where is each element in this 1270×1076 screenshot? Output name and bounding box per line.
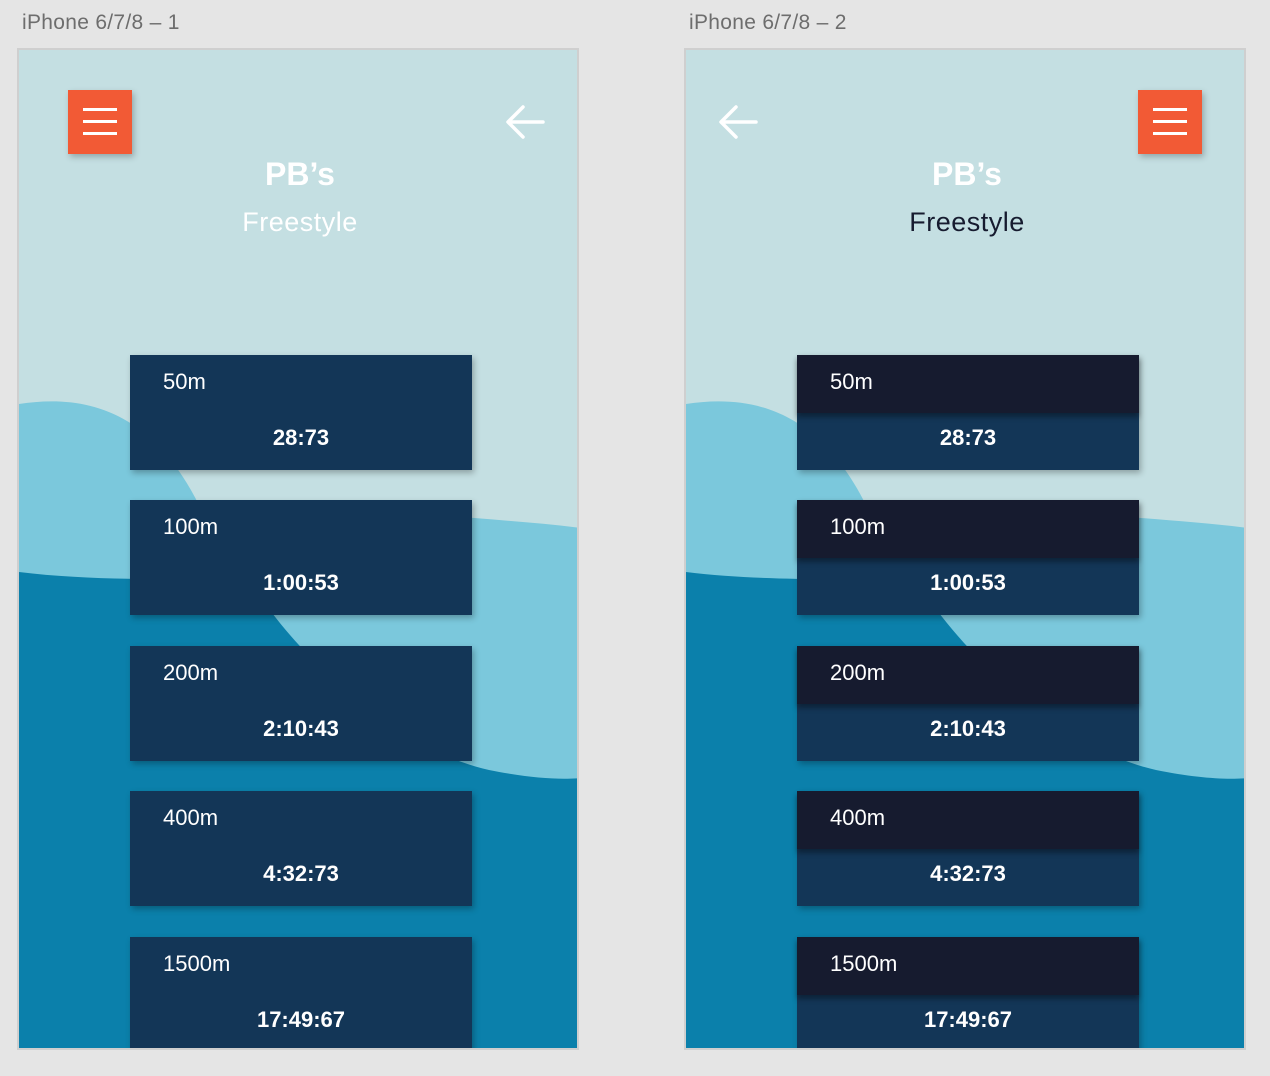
arrow-left-icon bbox=[719, 105, 758, 139]
record-distance: 200m bbox=[797, 646, 1139, 704]
artboard-label: iPhone 6/7/8 – 1 bbox=[22, 11, 180, 34]
record-distance: 50m bbox=[797, 355, 1139, 413]
page-subtitle: Freestyle bbox=[242, 207, 358, 237]
record-card-200m[interactable]: 200m 2:10:43 bbox=[130, 646, 472, 761]
record-distance: 400m bbox=[163, 805, 219, 830]
record-card-50m[interactable]: 50m 28:73 bbox=[130, 355, 472, 470]
record-distance: 1500m bbox=[163, 951, 231, 976]
record-time: 1:00:53 bbox=[263, 570, 339, 595]
record-time: 1:00:53 bbox=[930, 570, 1006, 595]
record-time: 4:32:73 bbox=[263, 861, 339, 886]
record-time: 2:10:43 bbox=[263, 716, 339, 741]
record-time: 2:10:43 bbox=[930, 716, 1006, 741]
record-card-100m[interactable]: 100m 1:00:53 bbox=[130, 500, 472, 615]
artboard-iphone-1: PB’s Freestyle 50m 28:73 100m 1:00:53 20… bbox=[17, 48, 579, 1050]
page-subtitle: Freestyle bbox=[909, 207, 1025, 237]
menu-button[interactable] bbox=[68, 90, 132, 154]
menu-button[interactable] bbox=[1138, 90, 1202, 154]
artboard-iphone-2: PB’s Freestyle 50m 28:73 100m 1:00:53 20… bbox=[684, 48, 1246, 1050]
record-card-100m[interactable]: 100m 1:00:53 bbox=[797, 500, 1139, 615]
record-time: 28:73 bbox=[272, 425, 330, 450]
record-card-400m[interactable]: 400m 4:32:73 bbox=[130, 791, 472, 906]
page-title: PB’s bbox=[265, 156, 335, 192]
record-card-50m[interactable]: 50m 28:73 bbox=[797, 355, 1139, 470]
artboard-label: iPhone 6/7/8 – 2 bbox=[689, 11, 847, 34]
record-card-400m[interactable]: 400m 4:32:73 bbox=[797, 791, 1139, 906]
record-card-1500m[interactable]: 1500m 17:49:67 bbox=[797, 937, 1139, 1048]
record-card-200m[interactable]: 200m 2:10:43 bbox=[797, 646, 1139, 761]
record-distance: 100m bbox=[163, 514, 219, 539]
page-title: PB’s bbox=[932, 156, 1002, 192]
record-time: 17:49:67 bbox=[923, 1007, 1013, 1032]
arrow-left-icon bbox=[506, 105, 545, 139]
back-button[interactable] bbox=[503, 102, 547, 142]
record-distance: 100m bbox=[797, 500, 1139, 558]
record-card-1500m[interactable]: 1500m 17:49:67 bbox=[130, 937, 472, 1048]
record-time: 4:32:73 bbox=[930, 861, 1006, 886]
record-distance: 50m bbox=[163, 369, 206, 394]
record-time: 28:73 bbox=[939, 425, 997, 450]
back-button[interactable] bbox=[716, 102, 760, 142]
record-distance: 1500m bbox=[797, 937, 1139, 995]
record-time: 17:49:67 bbox=[256, 1007, 346, 1032]
record-distance: 400m bbox=[797, 791, 1139, 849]
record-distance: 200m bbox=[163, 660, 219, 685]
